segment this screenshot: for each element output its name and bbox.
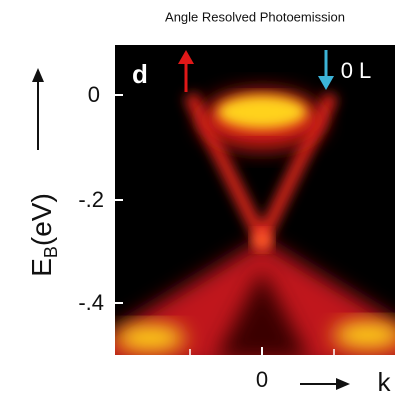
y-axis-arrow — [32, 68, 44, 150]
figure: Angle Resolved Photoemission d 0 L 0 -.2… — [0, 0, 413, 401]
y-tick-label: -.2 — [78, 187, 104, 212]
y-tick-label: 0 — [88, 82, 100, 107]
y-label-unit: (eV) — [26, 193, 57, 246]
y-label-main: E — [26, 258, 57, 277]
x-tick-label: 0 — [256, 367, 268, 392]
x-axis-label: k — [378, 367, 392, 397]
y-axis-label: EB(eV) — [26, 193, 60, 277]
arpes-image — [90, 45, 413, 370]
y-tick-label: -.4 — [78, 290, 104, 315]
panel-label: d — [132, 59, 148, 89]
y-label-sub: B — [41, 246, 61, 258]
figure-title: Angle Resolved Photoemission — [165, 9, 345, 24]
annotation: 0 L — [341, 58, 372, 83]
x-axis-arrow — [300, 378, 350, 390]
